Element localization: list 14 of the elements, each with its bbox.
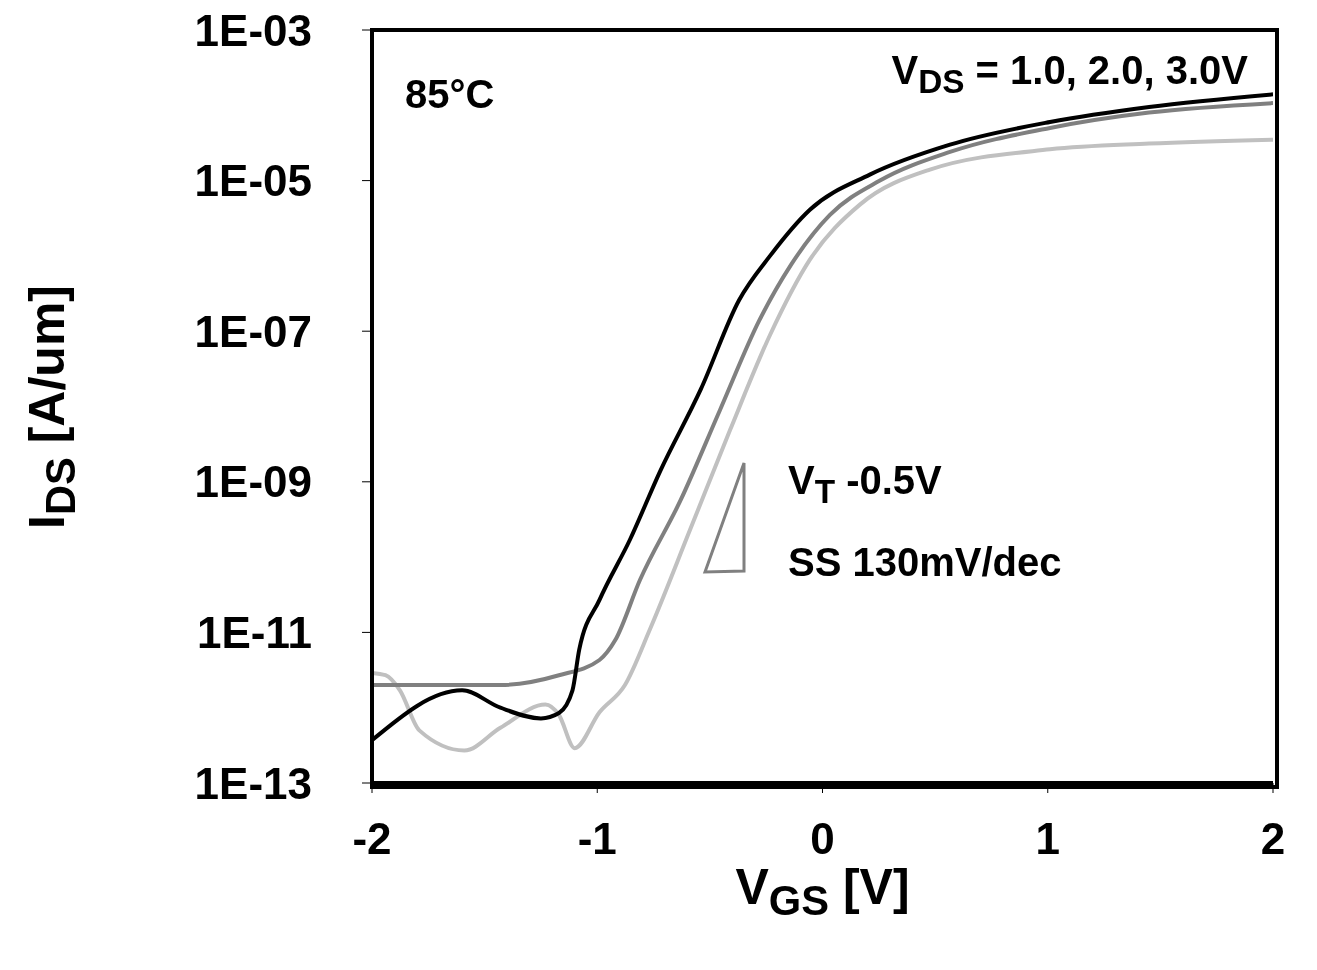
- annotation: V$_{T}$ -0.5V: [788, 458, 942, 511]
- annotation: 85°C: [405, 72, 495, 117]
- y-tick-label: 1E-05: [194, 156, 312, 206]
- y-tick-label: 1E-11: [197, 608, 312, 658]
- x-tick-label: -1: [577, 814, 617, 864]
- y-tick-label: 1E-03: [194, 5, 312, 55]
- annotation: V$_{DS}$ = 1.0, 2.0, 3.0V: [891, 48, 1248, 101]
- x-tick-label: 2: [1260, 814, 1286, 864]
- annotation: SS 130mV/dec: [788, 540, 1062, 585]
- y-tick-label: 1E-07: [194, 306, 312, 356]
- x-tick-label: -2: [352, 814, 392, 864]
- y-tick-label: 1E-13: [194, 758, 312, 808]
- x-tick-label: 1: [1035, 814, 1060, 864]
- y-tick-label: 1E-09: [194, 457, 312, 507]
